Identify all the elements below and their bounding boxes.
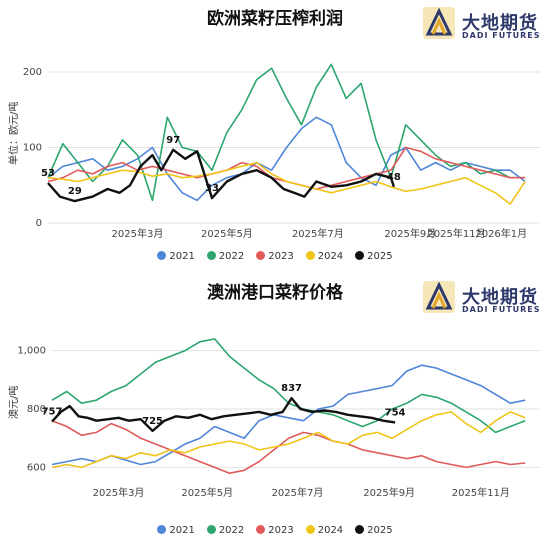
legend-swatch bbox=[206, 525, 216, 534]
series-line-2021 bbox=[51, 364, 526, 466]
legend-swatch bbox=[305, 525, 315, 534]
legend-item-2021: 2021 bbox=[157, 251, 195, 262]
logo-text-en: DADI FUTURES bbox=[462, 305, 541, 314]
legend-item-2025: 2025 bbox=[355, 251, 393, 262]
series-line-2021 bbox=[47, 116, 526, 202]
y-tick-label: 600 bbox=[27, 462, 46, 473]
legend-label: 2023 bbox=[268, 251, 294, 262]
x-tick-label: 2025年5月 bbox=[181, 486, 233, 499]
x-tick-label: 2025年11月 bbox=[452, 486, 510, 499]
brand-logo: 大地期货 DADI FUTURES bbox=[422, 6, 542, 46]
x-tick-label: 2025年7月 bbox=[292, 227, 344, 240]
chart-panel-crush-margin: 欧洲菜籽压榨利润 大地期货 DADI FUTURES 单位：欧元/吨 0 100 2… bbox=[0, 6, 550, 262]
x-tick-label: 2025年5月 bbox=[201, 227, 253, 240]
y-tick-label: 100 bbox=[23, 143, 42, 154]
line-chart-rapeseed-price: 600 800 1,000 2025年3月 2025年5月 2025年7月 2025年9月 2… bbox=[17, 338, 540, 499]
legend-swatch bbox=[256, 251, 266, 260]
chart-title: 欧洲菜籽压榨利润 bbox=[207, 9, 343, 29]
x-tick-label: 2025年7月 bbox=[272, 486, 324, 499]
data-label: 48 bbox=[387, 172, 401, 183]
y-tick-label: 0 bbox=[36, 218, 42, 229]
data-label: 29 bbox=[68, 186, 82, 197]
legend-label: 2021 bbox=[169, 251, 195, 262]
logo-text-cn: 大地期货 bbox=[462, 13, 538, 34]
series-line-2024 bbox=[47, 161, 526, 205]
legend-swatch bbox=[355, 251, 365, 260]
y-tick-label: 1,000 bbox=[17, 346, 46, 357]
legend-label: 2025 bbox=[367, 251, 393, 262]
series-line-2023 bbox=[51, 419, 526, 474]
x-tick-label: 2025年9月 bbox=[363, 486, 415, 499]
legend: 2021 2022 2023 2024 2025 bbox=[0, 251, 550, 262]
series-line-2025 bbox=[51, 396, 396, 433]
data-label: 97 bbox=[166, 135, 180, 146]
data-label: 33 bbox=[205, 183, 219, 194]
chart-title: 澳洲港口菜籽价格 bbox=[207, 283, 343, 303]
brand-logo: 大地期货 DADI FUTURES bbox=[422, 280, 542, 320]
data-label: 725 bbox=[142, 416, 163, 427]
y-tick-label: 200 bbox=[23, 67, 42, 78]
data-label: 757 bbox=[42, 407, 63, 418]
legend-label: 2023 bbox=[268, 525, 294, 536]
x-tick-label: 2026年1月 bbox=[475, 227, 527, 240]
data-label: 754 bbox=[385, 407, 406, 418]
legend-swatch bbox=[157, 251, 167, 260]
logo-mark-icon bbox=[423, 7, 455, 39]
data-label: 837 bbox=[281, 383, 302, 394]
legend-item-2024: 2024 bbox=[305, 525, 344, 536]
y-tick-label: 800 bbox=[27, 404, 46, 415]
x-tick-label: 2025年3月 bbox=[112, 227, 164, 240]
x-tick-label: 2025年9月 bbox=[384, 227, 436, 240]
legend-swatch bbox=[157, 525, 167, 534]
legend-item-2025: 2025 bbox=[355, 525, 393, 536]
series-line-2022 bbox=[47, 63, 526, 202]
logo-text-cn: 大地期货 bbox=[462, 287, 538, 308]
chart-panel-rapeseed-price: 澳洲港口菜籽价格 大地期货 DADI FUTURES 澳元/吨 600 800 1,… bbox=[0, 274, 550, 548]
legend-swatch bbox=[256, 525, 266, 534]
legend: 2021 2022 2023 2024 2025 bbox=[0, 525, 550, 536]
series-line-2025 bbox=[47, 148, 396, 203]
legend-label: 2025 bbox=[367, 525, 393, 536]
logo-text-en: DADI FUTURES bbox=[462, 31, 541, 40]
legend-swatch bbox=[206, 251, 216, 260]
logo-mark-icon bbox=[423, 281, 455, 313]
x-tick-label: 2025年3月 bbox=[93, 486, 145, 499]
series-line-2024 bbox=[51, 411, 526, 469]
legend-swatch bbox=[305, 251, 315, 260]
legend-swatch bbox=[355, 525, 365, 534]
legend-label: 2021 bbox=[169, 525, 195, 536]
legend-item-2021: 2021 bbox=[157, 525, 195, 536]
x-tick-label: 2025年11月 bbox=[427, 227, 485, 240]
legend-label: 2022 bbox=[218, 251, 245, 262]
legend-item-2024: 2024 bbox=[305, 251, 344, 262]
legend-label: 2024 bbox=[317, 251, 344, 262]
legend-item-2023: 2023 bbox=[256, 525, 294, 536]
legend-label: 2024 bbox=[317, 525, 344, 536]
legend-item-2023: 2023 bbox=[256, 251, 294, 262]
legend-label: 2022 bbox=[218, 525, 245, 536]
legend-item-2022: 2022 bbox=[206, 251, 245, 262]
data-label: 53 bbox=[41, 168, 55, 179]
legend-item-2022: 2022 bbox=[206, 525, 245, 536]
line-chart-crush-margin: 0 100 200 2025年3月 2025年5月 2025年7月 2025年9月 2026年… bbox=[23, 63, 540, 240]
